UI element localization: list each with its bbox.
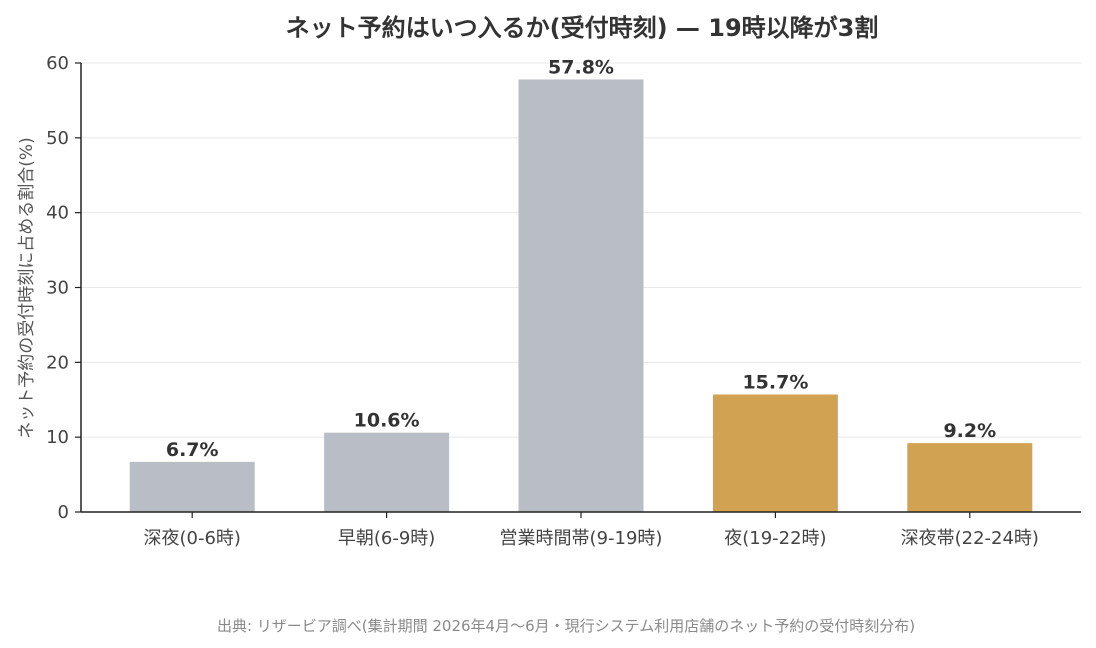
x-tick-label: 夜(19-22時) [724, 528, 826, 549]
y-tick-label: 30 [46, 278, 69, 299]
y-tick-label: 60 [46, 53, 69, 74]
x-axis-ticks: 深夜(0-6時) 早朝(6-9時) 営業時間帯(9-19時) 夜(19-22時) 深夜帯… [143, 512, 1039, 549]
x-tick-label: 営業時間帯(9-19時) [500, 528, 663, 549]
bar [712, 394, 838, 512]
y-tick-label: 20 [46, 352, 69, 373]
data-label: 57.8% [548, 56, 614, 78]
y-axis-label: ネット予約の受付時刻に占める割合(%) [17, 137, 37, 438]
data-label: 6.7% [166, 439, 219, 461]
data-label: 10.6% [354, 410, 420, 432]
y-tick-label: 0 [58, 502, 69, 523]
source-note: 出典: リザービア調べ(集計期間 2026年4月〜6月・現行システム利用店舗のネ… [217, 617, 915, 635]
bars [129, 79, 1033, 513]
bar [129, 461, 255, 512]
chart-title: ネット予約はいつ入るか(受付時刻) — 19時以降が3割 [286, 14, 879, 42]
y-tick-label: 50 [46, 128, 69, 149]
x-tick-label: 早朝(6-9時) [338, 528, 435, 549]
data-labels: 6.7% 10.6% 57.8% 15.7% 9.2% [166, 56, 996, 460]
data-label: 15.7% [742, 372, 808, 394]
y-tick-label: 40 [46, 203, 69, 224]
bar [907, 443, 1033, 512]
data-label: 9.2% [943, 420, 996, 442]
bar [324, 432, 450, 512]
x-tick-label: 深夜(0-6時) [143, 528, 240, 549]
bar [518, 79, 644, 513]
y-tick-label: 10 [46, 427, 69, 448]
x-tick-label: 深夜帯(22-24時) [901, 528, 1039, 549]
y-axis-ticks: 0 10 20 30 40 50 60 [46, 53, 81, 523]
